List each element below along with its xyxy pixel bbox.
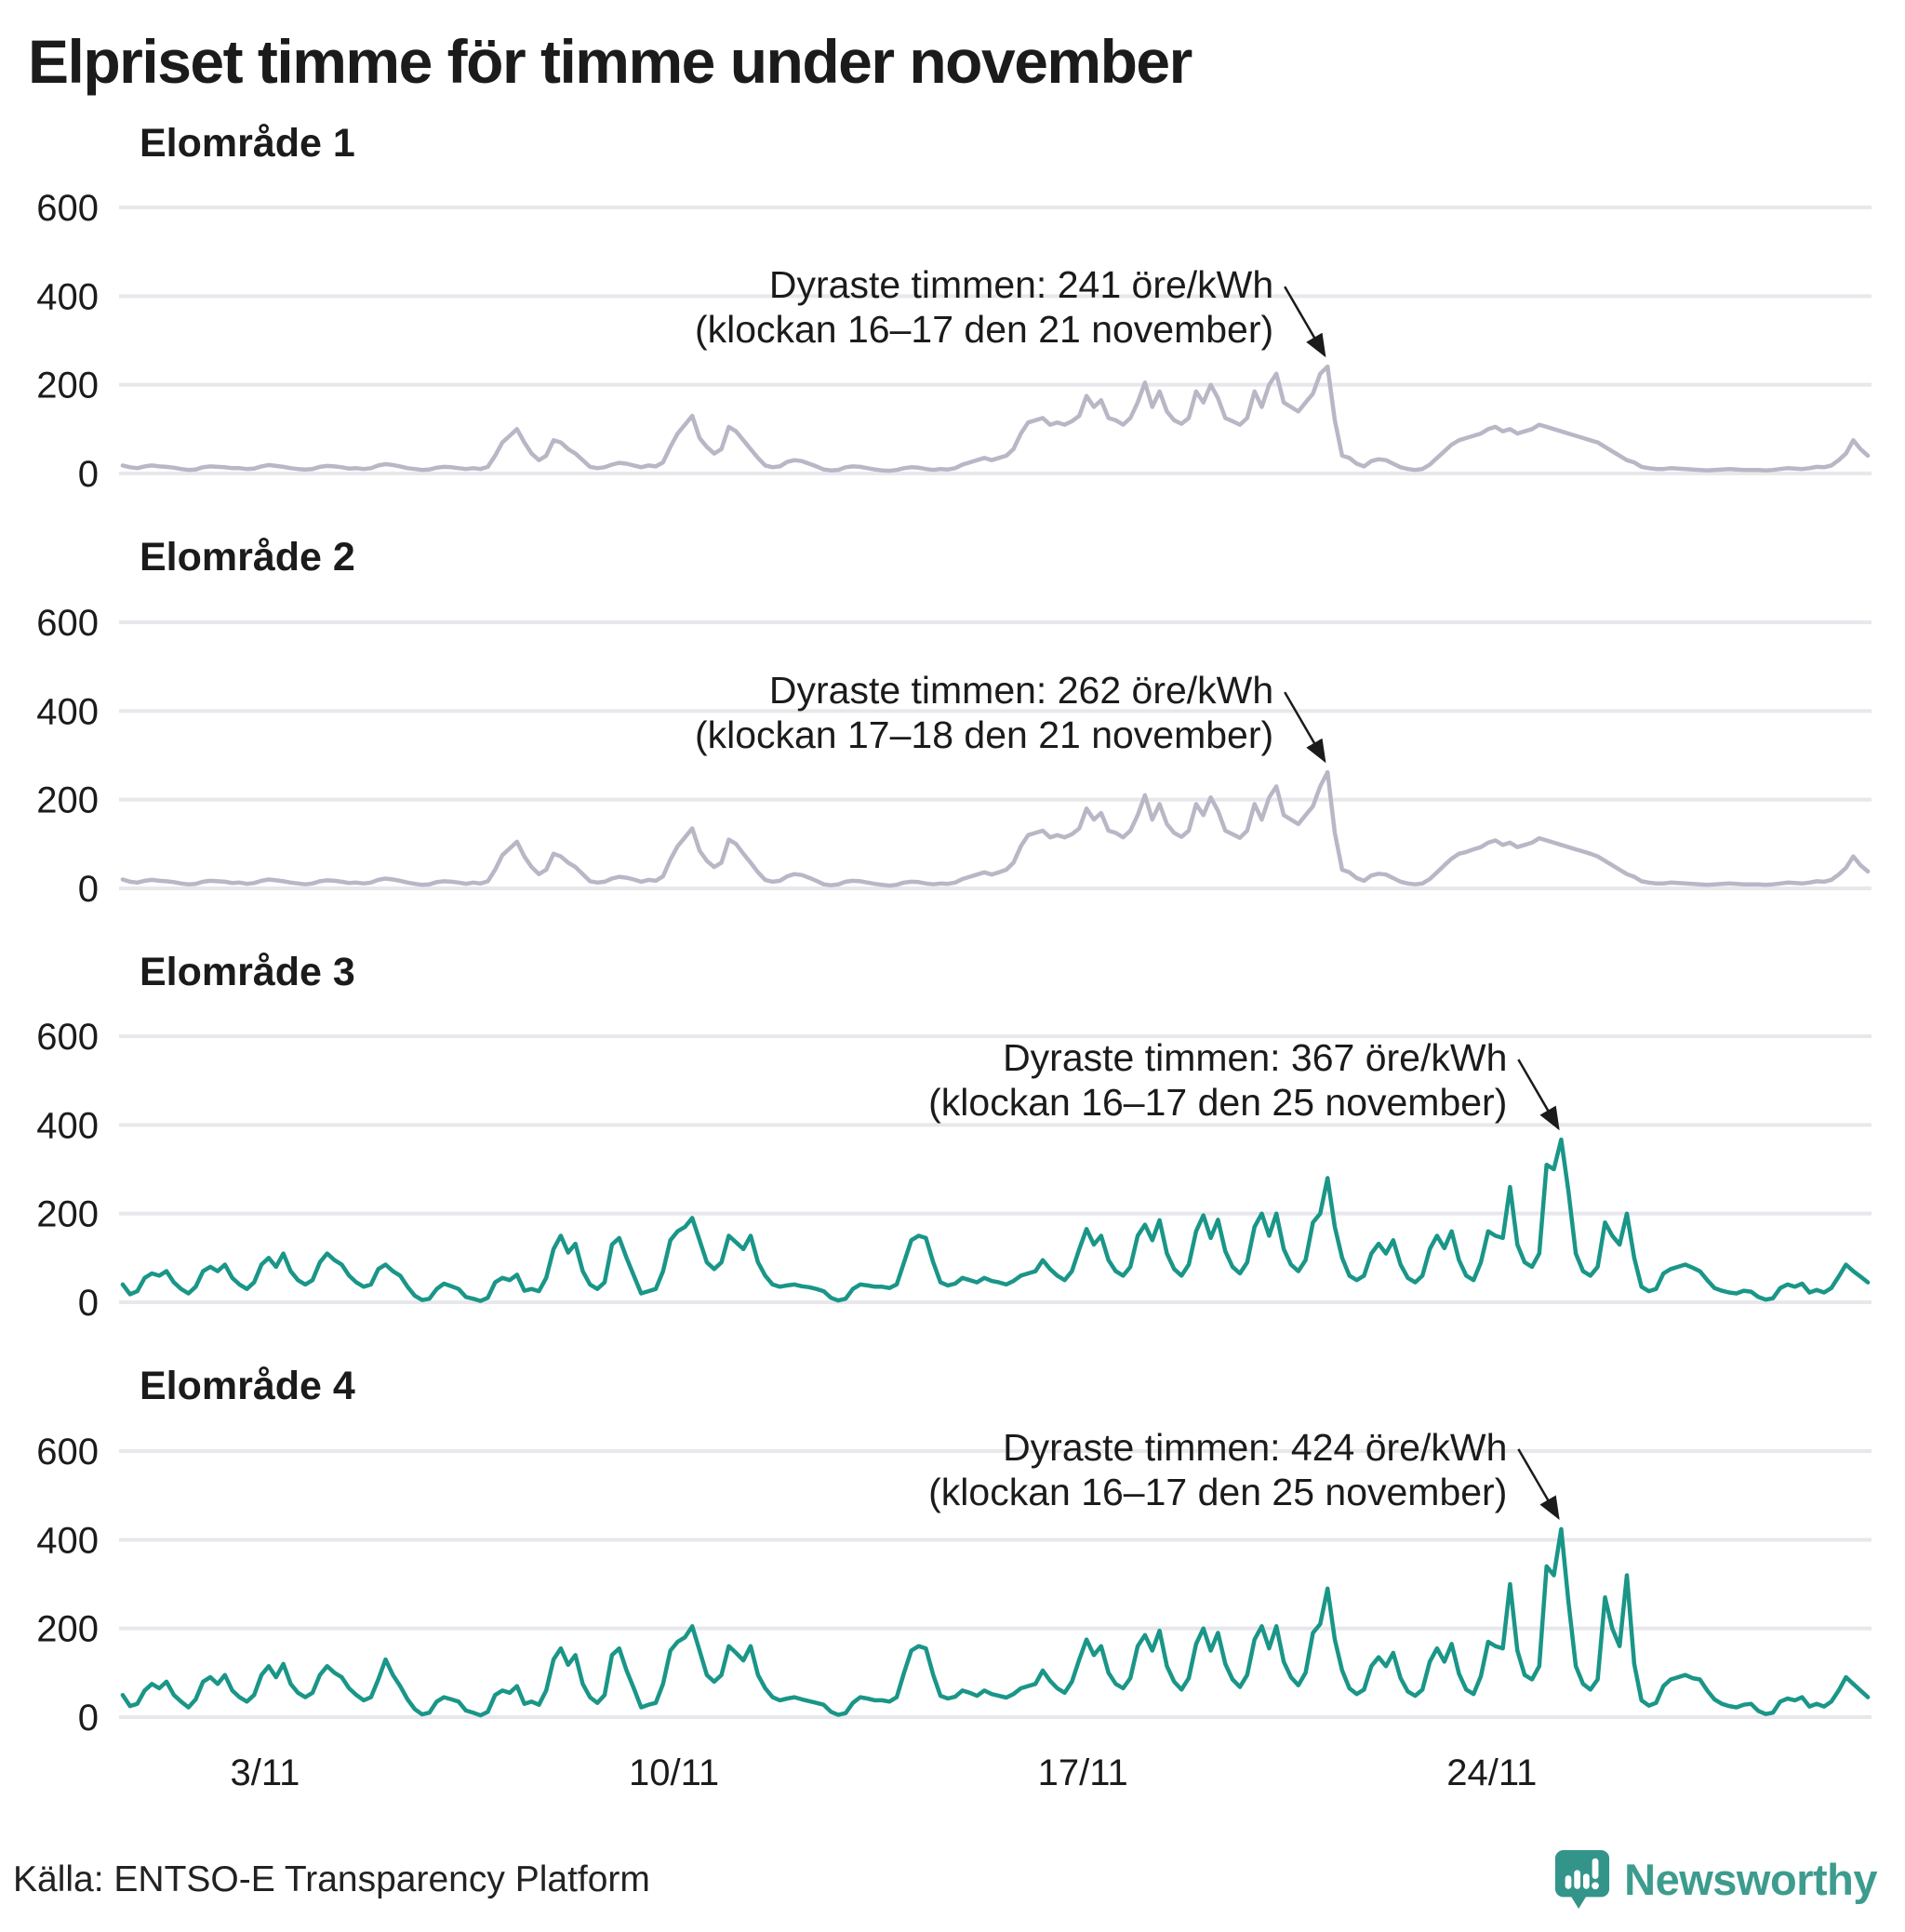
annotation-arrow — [1284, 691, 1326, 764]
y-tick-label-0: 0 — [78, 1283, 99, 1324]
logo-bar-2 — [1574, 1870, 1581, 1889]
chart-elomrade-1: Elområde 1 0 200 400 600 Dyraste timmen: 241… — [0, 120, 1905, 498]
chart-title: Elområde 4 — [140, 1364, 355, 1409]
annotation-line1: Dyraste timmen: 241 öre/kWh — [769, 263, 1273, 306]
y-tick-label-400: 400 — [36, 691, 99, 732]
page-title: Elpriset timme för timme under november — [28, 27, 1192, 96]
chart-elomrade-4: Elområde 4 0 200 400 600 3/11 10/11 17/11 24/11… — [0, 1363, 1905, 1802]
y-tick-label-600: 600 — [36, 1432, 99, 1472]
logo-bubble-shape — [1555, 1850, 1610, 1909]
y-tick-label-600: 600 — [36, 1017, 99, 1058]
y-tick-label-600: 600 — [36, 603, 99, 644]
logo-exclamation-bar — [1592, 1858, 1599, 1879]
newsworthy-logo-text: Newsworthy — [1624, 1855, 1877, 1905]
line-chart-elomrade-3: 0 200 400 600 Dyraste timmen: 367 öre/kWh(kl… — [36, 1017, 1872, 1324]
y-tick-label-0: 0 — [78, 454, 99, 495]
annotation-line2: (klockan 16–17 den 21 november) — [695, 308, 1273, 351]
annotation-line1: Dyraste timmen: 424 öre/kWh — [1003, 1428, 1507, 1469]
annotation-line2: (klockan 17–18 den 21 november) — [695, 713, 1273, 756]
chart-elomrade-2: Elområde 2 0 200 400 600 Dyraste timmen: 262… — [0, 534, 1905, 912]
annotation-line2: (klockan 16–17 den 25 november) — [928, 1081, 1507, 1124]
annotation-arrow — [1517, 1059, 1560, 1131]
x-tick-label-24/11: 24/11 — [1446, 1752, 1537, 1793]
y-tick-label-200: 200 — [36, 1609, 99, 1650]
y-tick-label-400: 400 — [36, 1106, 99, 1147]
source-note: Källa: ENTSO-E Transparency Platform — [13, 1859, 650, 1899]
x-tick-label-10/11: 10/11 — [629, 1752, 719, 1793]
charts-area: Elområde 1 0 200 400 600 Dyraste timmen: 241… — [0, 120, 1905, 1839]
chart-elomrade-3: Elområde 3 0 200 400 600 Dyraste timmen: 367… — [0, 949, 1905, 1326]
y-tick-label-400: 400 — [36, 1520, 99, 1561]
annotation-arrow — [1517, 1448, 1560, 1521]
logo-exclamation-dot — [1592, 1882, 1600, 1890]
y-tick-label-200: 200 — [36, 1194, 99, 1235]
x-tick-label-3/11: 3/11 — [231, 1752, 300, 1793]
page-footer: Källa: ENTSO-E Transparency Platform New… — [0, 1839, 1905, 1932]
y-tick-label-400: 400 — [36, 277, 99, 318]
newsworthy-logo: Newsworthy — [1553, 1848, 1877, 1912]
annotation-arrow — [1284, 286, 1326, 358]
y-tick-label-0: 0 — [78, 869, 99, 910]
price-line — [120, 1138, 1871, 1304]
logo-bar-1 — [1565, 1875, 1572, 1889]
newsworthy-logo-icon — [1555, 1850, 1610, 1909]
price-line — [120, 769, 1871, 888]
y-tick-label-0: 0 — [78, 1698, 99, 1739]
y-tick-label-600: 600 — [36, 188, 99, 229]
line-chart-elomrade-1: 0 200 400 600 Dyraste timmen: 241 öre/kWh(kl… — [36, 188, 1872, 495]
annotation-line2: (klockan 16–17 den 25 november) — [928, 1471, 1507, 1513]
line-chart-elomrade-4: 0 200 400 600 3/11 10/11 17/11 24/11 Dyraste tim… — [36, 1428, 1872, 1793]
chart-title: Elområde 3 — [140, 949, 355, 994]
line-chart-elomrade-2: 0 200 400 600 Dyraste timmen: 262 öre/kWh(kl… — [36, 603, 1872, 910]
price-line — [120, 365, 1871, 473]
y-tick-label-200: 200 — [36, 779, 99, 820]
x-tick-label-17/11: 17/11 — [1038, 1752, 1128, 1793]
logo-bar-3 — [1583, 1873, 1590, 1889]
price-line — [120, 1526, 1871, 1718]
chart-title: Elområde 1 — [140, 120, 355, 166]
annotation-line1: Dyraste timmen: 367 öre/kWh — [1003, 1036, 1507, 1079]
annotation-line1: Dyraste timmen: 262 öre/kWh — [769, 669, 1273, 712]
y-tick-label-200: 200 — [36, 366, 99, 406]
page-header: Elpriset timme för timme under november — [0, 0, 1905, 120]
chart-title: Elområde 2 — [140, 535, 355, 580]
